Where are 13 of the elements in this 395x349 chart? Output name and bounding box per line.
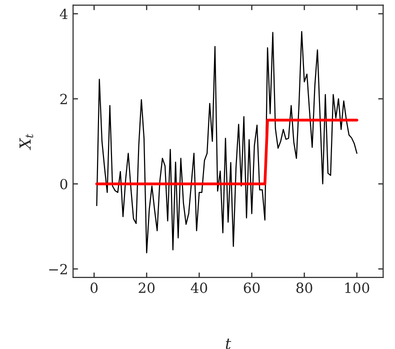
y-tick-label: −2 (49, 264, 67, 274)
x-axis-title: t (226, 338, 232, 349)
x-tick-label: 40 (190, 282, 208, 294)
x-tick-label: 20 (138, 282, 155, 294)
y-tick-label: 0 (60, 178, 68, 190)
x-tick-label: 80 (296, 282, 312, 294)
y-tick-label: 4 (60, 8, 68, 20)
y-tick-label: 2 (60, 94, 67, 104)
line-series (96, 31, 358, 254)
x-tick-label: 100 (345, 282, 370, 294)
y-axis-title: X$_{t}$ (20, 134, 34, 150)
x-tick-label: 0 (90, 282, 98, 294)
x-tick-label: 60 (244, 282, 260, 294)
